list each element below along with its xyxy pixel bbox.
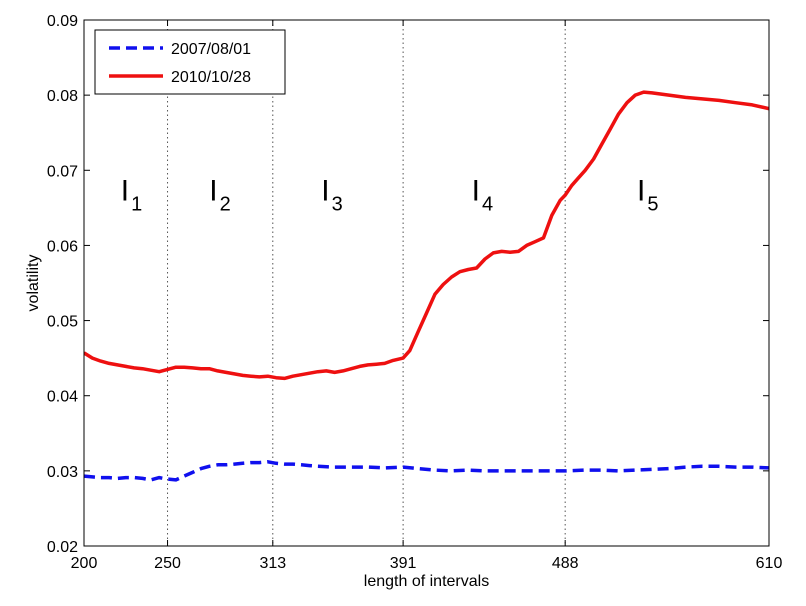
x-tick-label: 488 (552, 555, 579, 572)
y-tick-label: 0.03 (47, 464, 78, 481)
y-tick-label: 0.06 (47, 238, 78, 255)
interval-boundaries (167, 20, 566, 546)
y-axis-label: volatility (25, 255, 42, 312)
series-lines (84, 90, 769, 482)
legend-box (94, 29, 286, 95)
legend-label: 2007/08/01 (171, 41, 251, 58)
series-line-1 (84, 460, 769, 482)
x-axis-label: length of intervals (364, 573, 489, 590)
plot-frame (83, 19, 770, 547)
legend: 2007/08/01 2010/10/28 (94, 29, 286, 95)
x-tick-label: 313 (259, 555, 286, 572)
legend-label: 2010/10/28 (171, 69, 251, 86)
y-tick-label: 0.07 (47, 163, 78, 180)
x-tick-label: 200 (71, 555, 98, 572)
y-tick-label: 0.05 (47, 314, 78, 331)
y-tick-label: 0.08 (47, 88, 78, 105)
y-tick-label: 0.02 (47, 539, 78, 556)
x-tick-label: 610 (756, 555, 783, 572)
y-tick-label: 0.09 (47, 13, 78, 30)
axis-ticks: 200 250 313 391 488 610 0.02 0.03 0.04 0.05 0.06 0.… (47, 13, 783, 572)
x-tick-label: 391 (390, 555, 417, 572)
x-tick-label: 250 (154, 555, 181, 572)
series-line-2 (84, 90, 769, 381)
y-tick-label: 0.04 (47, 389, 78, 406)
